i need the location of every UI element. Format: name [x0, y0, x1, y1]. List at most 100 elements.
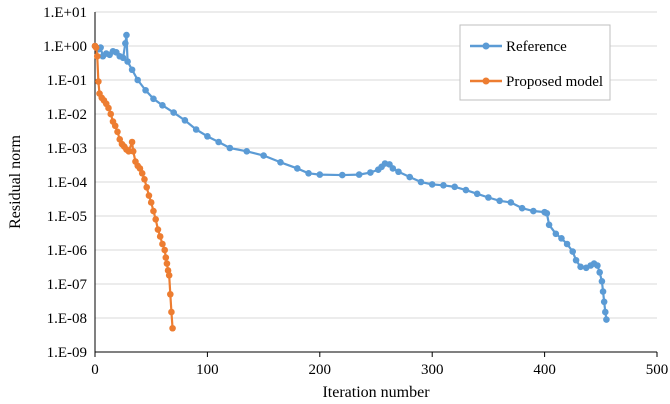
data-point-reference: [485, 194, 492, 201]
data-point-proposed-model: [168, 308, 175, 316]
data-point-reference: [134, 76, 142, 84]
data-point-reference: [204, 133, 211, 140]
legend-item-proposed-model: Proposed model: [470, 74, 603, 90]
x-tick-label: 100: [196, 362, 219, 378]
legend: Reference Proposed model: [459, 24, 611, 101]
y-tick-label: 1.E-07: [47, 277, 88, 293]
data-point-reference: [260, 152, 267, 159]
y-tick-label: 1.E+00: [43, 39, 87, 55]
data-point-reference: [406, 173, 414, 181]
data-point-proposed-model: [165, 272, 173, 279]
data-point-reference: [122, 40, 129, 47]
data-point-reference: [594, 262, 601, 269]
data-point-reference: [596, 269, 603, 276]
legend-item-reference: Reference: [470, 39, 567, 55]
y-tick-label: 1.E-09: [47, 345, 87, 361]
data-point-reference: [417, 178, 425, 186]
data-point-reference: [389, 165, 397, 172]
tick-labels: 1.E+01 1.E+00 1.E-01 1.E-02 1.E-03 1.E-04 1.E-…: [43, 5, 668, 378]
data-point-proposed-model: [105, 104, 112, 112]
data-point-reference: [355, 171, 363, 178]
data-point-reference: [577, 263, 584, 271]
data-point-reference: [428, 181, 436, 188]
data-point-reference: [530, 207, 537, 215]
data-point-reference: [473, 190, 481, 198]
data-point-reference: [192, 126, 200, 133]
data-point-proposed-model: [111, 122, 119, 130]
data-point-reference: [563, 240, 571, 248]
data-point-reference: [128, 66, 136, 74]
data-point-reference: [215, 138, 222, 146]
y-tick-label: 1.E-01: [47, 73, 87, 89]
data-point-reference: [395, 168, 402, 176]
y-tick-label: 1.E-05: [47, 209, 87, 225]
x-tick-label: 200: [309, 362, 332, 378]
y-axis-title: Residual norm: [7, 135, 24, 229]
data-point-reference: [545, 221, 553, 229]
data-point-proposed-model: [147, 199, 155, 206]
data-point-reference: [518, 204, 526, 212]
data-point-proposed-model: [145, 192, 153, 199]
y-tick-label: 1.E-06: [47, 243, 88, 259]
data-point-proposed-model: [150, 207, 157, 215]
data-point-reference: [572, 256, 580, 264]
legend-marker-reference: [482, 42, 490, 50]
x-axis-title: Iteration number: [322, 384, 430, 401]
data-point-proposed-model: [95, 78, 102, 85]
data-point-proposed-model: [143, 183, 150, 191]
data-point-proposed-model: [161, 246, 168, 254]
data-point-reference: [305, 170, 312, 177]
data-point-reference: [451, 183, 458, 191]
data-point-reference: [507, 199, 515, 206]
data-point-proposed-model: [138, 170, 146, 177]
data-point-proposed-model: [152, 215, 159, 223]
data-point-proposed-model: [107, 110, 115, 118]
data-point-reference: [599, 288, 607, 295]
data-point-reference: [338, 171, 346, 179]
x-tick-label: 300: [421, 362, 444, 378]
data-point-reference: [543, 210, 551, 217]
series-proposed-model: [91, 42, 176, 332]
data-point-reference: [243, 147, 251, 155]
data-point-reference: [462, 186, 470, 194]
series-lines: [91, 31, 610, 332]
data-point-reference: [440, 181, 447, 189]
data-point-reference: [226, 144, 234, 152]
x-tick-label: 400: [533, 362, 556, 378]
legend-label-proposed-model: Proposed model: [506, 74, 603, 90]
data-point-reference: [294, 165, 301, 172]
series-line-proposed-model: [94, 45, 174, 329]
data-point-reference: [159, 102, 166, 109]
data-point-proposed-model: [167, 290, 174, 298]
y-tick-label: 1.E-08: [47, 311, 87, 327]
data-point-reference: [124, 58, 131, 65]
data-point-reference: [552, 230, 560, 238]
data-point-reference: [600, 298, 608, 306]
y-tick-label: 1.E-03: [47, 141, 87, 157]
data-point-proposed-model: [156, 233, 164, 240]
data-point-reference: [558, 235, 565, 242]
data-point-proposed-model: [154, 226, 162, 233]
y-tick-label: 1.E-04: [47, 175, 88, 191]
data-point-reference: [496, 197, 503, 205]
y-tick-label: 1.E-02: [47, 107, 87, 123]
data-point-reference: [603, 316, 610, 323]
legend-label-reference: Reference: [506, 39, 567, 55]
data-point-reference: [119, 54, 127, 62]
data-point-proposed-model: [93, 52, 101, 60]
y-tick-label: 1.E+01: [43, 5, 87, 21]
data-point-reference: [569, 248, 576, 255]
data-point-reference: [367, 169, 374, 176]
data-point-reference: [277, 158, 284, 166]
x-tick-label: 500: [646, 362, 669, 378]
data-point-proposed-model: [129, 147, 137, 155]
legend-marker-proposed-model: [482, 77, 490, 85]
x-tick-label: 0: [91, 362, 99, 378]
data-point-reference: [602, 308, 609, 316]
data-point-reference: [150, 95, 157, 103]
data-point-proposed-model: [169, 324, 176, 332]
data-point-proposed-model: [141, 176, 148, 183]
data-point-reference: [170, 109, 177, 116]
data-point-proposed-model: [128, 138, 136, 146]
